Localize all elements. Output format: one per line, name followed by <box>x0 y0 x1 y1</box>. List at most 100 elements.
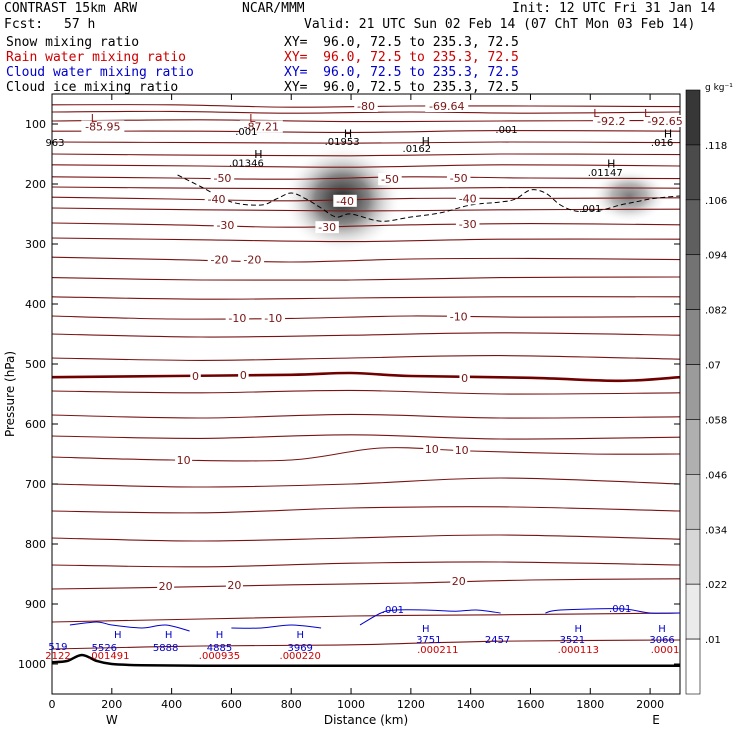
temperature-label: -50 <box>213 172 231 185</box>
x-tick-label: 1200 <box>397 698 425 711</box>
colorbar-label: .082 <box>705 306 727 317</box>
temperature-label-bg <box>81 120 125 133</box>
cloud-water-label: H <box>575 624 583 635</box>
temperature-contour <box>52 222 680 228</box>
temperature-label: 10 <box>455 444 469 457</box>
temperature-label-bg <box>455 192 480 205</box>
snow-contour <box>177 174 680 222</box>
cloud-water-label: .001 <box>609 604 631 615</box>
init-time: Init: 12 UTC Fri 31 Jan 14 <box>512 1 716 16</box>
temperature-contour <box>52 332 680 338</box>
temperature-label: -50 <box>381 173 399 186</box>
snow-label: 963 <box>45 138 64 149</box>
temperature-contour <box>52 639 680 650</box>
temperature-label-bg <box>315 221 339 234</box>
colorbar-box <box>685 254 701 310</box>
field-xy-cloud-water: XY= 96.0, 72.5 to 235.3, 72.5 <box>284 65 519 80</box>
temperature-label: -92.65 <box>647 115 682 128</box>
temperature-label: 0 <box>240 369 247 382</box>
temperature-label-bg <box>455 218 480 231</box>
temperature-contour <box>52 256 680 263</box>
colorbar-box <box>685 144 701 201</box>
x-tick-label: 0 <box>49 698 56 711</box>
colorbar-label: .01 <box>705 635 721 646</box>
cloud-water-label: H <box>422 624 430 635</box>
x-tick-label: 2000 <box>636 698 664 711</box>
valid-time: Valid: 21 UTC Sun 02 Feb 14 (07 ChT Mon … <box>304 17 696 32</box>
colorbar-box <box>685 583 701 640</box>
y-tick-label: 400 <box>25 298 46 311</box>
temperature-label-bg <box>446 172 471 184</box>
cloud-water-label: 3751 <box>416 635 441 646</box>
temperature-contour <box>52 389 680 395</box>
x-tick-label: 400 <box>161 698 182 711</box>
temperature-label-bg <box>261 311 286 324</box>
snow-label: .016 <box>651 138 673 149</box>
temperature-contour <box>52 561 680 568</box>
field-xy-cloud-ice: XY= 96.0, 72.5 to 235.3, 72.5 <box>284 80 519 95</box>
colorbar-box <box>685 474 701 530</box>
y-tick-label: 500 <box>25 358 46 371</box>
fcst-label: Fcst: <box>4 17 44 32</box>
cloud-water-label: 2457 <box>485 635 510 646</box>
temperature-label: -10 <box>264 312 282 325</box>
temperature-label: -30 <box>459 218 477 231</box>
fcst-value: 57 h <box>64 17 96 32</box>
temperature-contour <box>52 276 680 281</box>
temperature-label-bg <box>204 193 229 205</box>
temperature-label: -40 <box>459 192 477 205</box>
colorbar-box <box>685 309 701 365</box>
x-tick-label: 1600 <box>516 698 544 711</box>
temperature-label-bg <box>378 173 402 186</box>
x-tick-label: 600 <box>221 698 242 711</box>
temperature-contour <box>52 176 680 180</box>
cloud-water-label: H <box>216 630 224 641</box>
temperature-contour <box>52 506 680 514</box>
temperature-label: -10 <box>228 312 246 325</box>
temperature-label: 20 <box>452 575 466 588</box>
cloud-water-label: H <box>658 624 666 635</box>
temperature-label-bg <box>592 115 630 127</box>
temperature-contour <box>52 355 680 361</box>
extremum-mark: L <box>593 107 600 120</box>
x-tick-label: 800 <box>281 698 302 711</box>
temperature-label-bg <box>207 253 232 266</box>
colorbar-label: .094 <box>705 251 727 262</box>
x-tick-label: 200 <box>101 698 122 711</box>
cloud-water-label: H <box>114 630 122 641</box>
cloud-water-contour <box>231 624 322 629</box>
snow-label: .01953 <box>325 137 360 148</box>
temperature-contour <box>52 130 680 133</box>
y-tick-label: 600 <box>25 418 46 431</box>
colorbar-box <box>685 364 701 420</box>
temperature-contour <box>52 207 680 212</box>
cloud-water-label: H <box>165 630 173 641</box>
temperature-contour <box>52 315 680 320</box>
temperature-label: -20 <box>210 254 228 267</box>
y-tick-label: 300 <box>25 238 46 251</box>
y-tick-label: 700 <box>25 478 46 491</box>
y-tick-label: 200 <box>25 178 46 191</box>
plot-frame <box>51 93 681 695</box>
temperature-label-bg <box>213 218 238 231</box>
temperature-label: -87.21 <box>244 120 279 133</box>
temperature-label: -30 <box>216 219 234 232</box>
colorbar-label: .106 <box>705 196 727 207</box>
surface-line <box>52 653 680 668</box>
temperature-label: 10 <box>425 443 439 456</box>
field-name-snow: Snow mixing ratio <box>6 35 140 50</box>
rain-label: .001491 <box>88 651 129 662</box>
extremum-mark: H <box>344 128 352 141</box>
cloud-water-contour <box>359 609 501 626</box>
extremum-mark: L <box>91 112 98 125</box>
temperature-label-bg <box>239 120 283 133</box>
temperature-contour <box>52 371 680 383</box>
temperature-label-bg <box>238 368 249 381</box>
temperature-contour <box>52 296 680 300</box>
colorbar-label: .118 <box>705 141 727 152</box>
temperature-contour <box>52 141 680 144</box>
temperature-label: 20 <box>227 579 241 592</box>
temperature-label: -50 <box>450 172 468 185</box>
colorbar-label: .022 <box>705 580 727 591</box>
